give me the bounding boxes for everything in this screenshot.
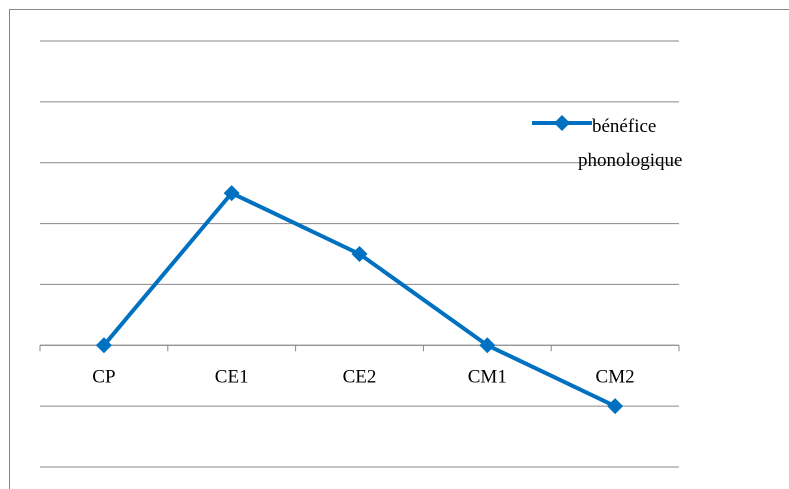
x-tick-label: CE1 (215, 367, 249, 388)
marker (607, 398, 624, 415)
legend-marker (554, 115, 570, 131)
x-tick-label: CM1 (468, 367, 507, 388)
chart-border (9, 9, 789, 489)
marker (223, 185, 240, 202)
x-tick-label: CM2 (596, 367, 635, 388)
marker (95, 337, 112, 354)
x-tick-label: CE2 (343, 367, 377, 388)
marker (479, 337, 496, 354)
x-tick-label: CP (92, 367, 115, 388)
legend-label: bénéfice phonologique (578, 116, 683, 171)
marker (351, 246, 368, 262)
